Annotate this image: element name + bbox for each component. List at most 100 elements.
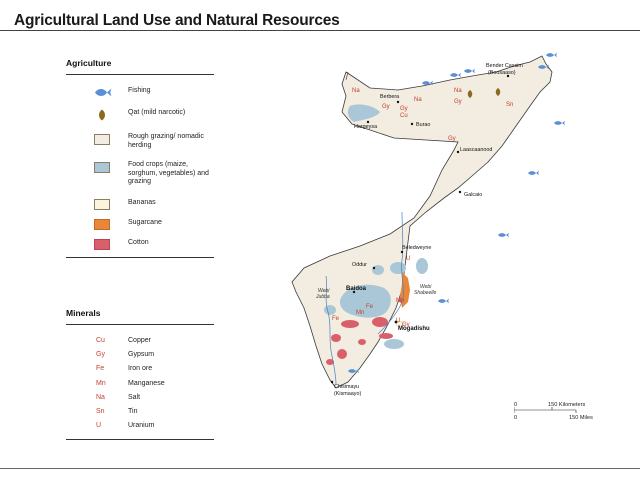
minerals-heading: Minerals [66, 308, 214, 325]
mineral-label-u: U [406, 256, 410, 262]
cotton-area [331, 334, 341, 342]
city-dot-berbera [396, 100, 400, 104]
qat-leaf-icon [495, 88, 501, 96]
page-title: Agricultural Land Use and Natural Resour… [14, 12, 340, 29]
mineral-row-tin: Sn Tin [66, 406, 214, 420]
legend-label-fishing: Fishing [128, 87, 151, 94]
cotton-area [337, 349, 347, 359]
agriculture-heading: Agriculture [66, 58, 214, 75]
place-burao: Burao [416, 122, 430, 128]
rough-grazing-swatch [94, 134, 110, 145]
mineral-symbol: Fe [96, 365, 105, 373]
legend: Agriculture Fishing Qat (mild narcotic) … [66, 58, 214, 441]
cotton-area [358, 339, 366, 345]
mineral-name: Gypsum [128, 351, 155, 359]
legend-label-sugarcane: Sugarcane [128, 219, 162, 226]
legend-item-fishing: Fishing [66, 87, 214, 117]
somalia-map: Bender Cassim (Boosaaso) Berbera Hargeys… [291, 52, 565, 397]
food-crops-area-beledweyne [416, 258, 428, 274]
mineral-row-manganese: Mn Manganese [66, 378, 214, 392]
mineral-label-cu: Cu [400, 113, 408, 119]
mineral-row-iron-ore: Fe Iron ore [66, 363, 214, 377]
place-mogadishu: Mogadishu [398, 326, 430, 332]
cotton-area [372, 317, 388, 327]
mineral-symbol: Na [96, 393, 105, 401]
city-dot-baidoa [352, 290, 356, 294]
city-dot-bender-cassim [506, 74, 510, 78]
city-dot-galcaio [458, 190, 462, 194]
food-crops-swatch [94, 162, 110, 173]
mineral-label-na: Na [454, 88, 462, 94]
fish-icon [546, 52, 557, 58]
place-beledweyne: Beledweyne [402, 245, 431, 251]
place-berbera: Berbera [380, 94, 399, 100]
mineral-label-gy: Gy [402, 322, 410, 328]
scale-km-label: 150 Kilometers [548, 402, 586, 408]
mineral-symbol: Gy [96, 351, 105, 359]
legend-label-food-crops: Food crops (maize, sorghum, vegetables) … [128, 161, 209, 185]
mineral-label-gy: Gy [382, 104, 390, 110]
legend-item-bananas: Bananas [66, 198, 214, 228]
mineral-label-gy: Gy [400, 106, 408, 112]
mineral-name: Iron ore [128, 365, 153, 373]
mineral-symbol: Mn [96, 379, 106, 387]
qat-leaf-icon [467, 90, 473, 98]
fish-icon [528, 170, 539, 176]
river-shabeelle [377, 211, 404, 335]
legend-label-rough-grazing: Rough grazing/ nomadic herding [128, 133, 204, 149]
mineral-label-u: U [396, 318, 400, 324]
sugarcane-swatch [94, 219, 110, 230]
place-boosaaso: (Boosaaso) [488, 70, 516, 76]
fish-icon [498, 232, 509, 238]
mineral-label-na: Na [352, 88, 360, 94]
mineral-symbol: U [96, 422, 102, 430]
cotton-area [379, 333, 393, 339]
fish-icon [95, 88, 112, 97]
place-kismaayo: (Kismaayo) [334, 391, 361, 397]
food-crops-area-jubba [324, 305, 336, 315]
food-crops-area-east [390, 262, 406, 274]
place-baidoa: Baidoa [346, 286, 367, 292]
food-crops-area-baidoa [339, 284, 391, 318]
legend-label-cotton: Cotton [128, 239, 149, 246]
mineral-name: Manganese [128, 379, 165, 387]
legend-label-bananas: Bananas [128, 199, 156, 206]
legend-item-food-crops: Food crops (maize, sorghum, vegetables) … [66, 161, 214, 191]
city-dot-burao [410, 122, 414, 126]
mineral-name: Uranium [128, 422, 155, 430]
agriculture-divider [66, 257, 214, 258]
food-crops-area-lower [384, 339, 404, 349]
river-label-jubba-1: Webi [318, 288, 330, 294]
place-oddur: Oddur [352, 262, 367, 268]
fish-icon [554, 120, 565, 126]
legend-item-sugarcane: Sugarcane [66, 218, 214, 248]
mineral-label-gy: Gy [454, 99, 462, 105]
place-hargeysa: Hargeysa [354, 124, 377, 130]
mineral-label-mn: Mn [396, 298, 404, 304]
mineral-row-salt: Na Salt [66, 392, 214, 406]
cotton-swatch [94, 239, 110, 250]
bananas-swatch [94, 199, 110, 210]
mineral-symbol: Cu [96, 337, 105, 344]
banana-area [395, 320, 405, 328]
fish-icon [438, 298, 449, 304]
agriculture-legend-list: Fishing Qat (mild narcotic) Rough grazin… [66, 81, 214, 253]
river-label-shabeelle-2: Shabeelle [414, 290, 436, 296]
river-label-shabeelle-1: Webi [420, 284, 432, 290]
mineral-name: Copper [128, 337, 151, 344]
place-laascaanood: Laascaanood [460, 147, 492, 153]
city-dot-beledweyne [400, 250, 404, 254]
fish-icon [450, 72, 461, 78]
bottom-divider [0, 468, 640, 469]
river-jubba [325, 275, 337, 385]
legend-item-cotton: Cotton [66, 238, 214, 268]
place-galcaio: Galcaio [464, 192, 482, 198]
legend-label-qat: Qat (mild narcotic) [128, 109, 186, 116]
city-dot-hargeysa [366, 120, 370, 124]
mineral-label-mn: Mn [356, 310, 364, 316]
title-divider [0, 30, 640, 31]
mineral-label-na: Na [414, 97, 422, 103]
city-dot-chisimayu [330, 380, 334, 384]
mineral-label-fe: Fe [332, 316, 340, 322]
map-scale-bar: 0 150 Kilometers 0 150 Miles [514, 402, 593, 421]
